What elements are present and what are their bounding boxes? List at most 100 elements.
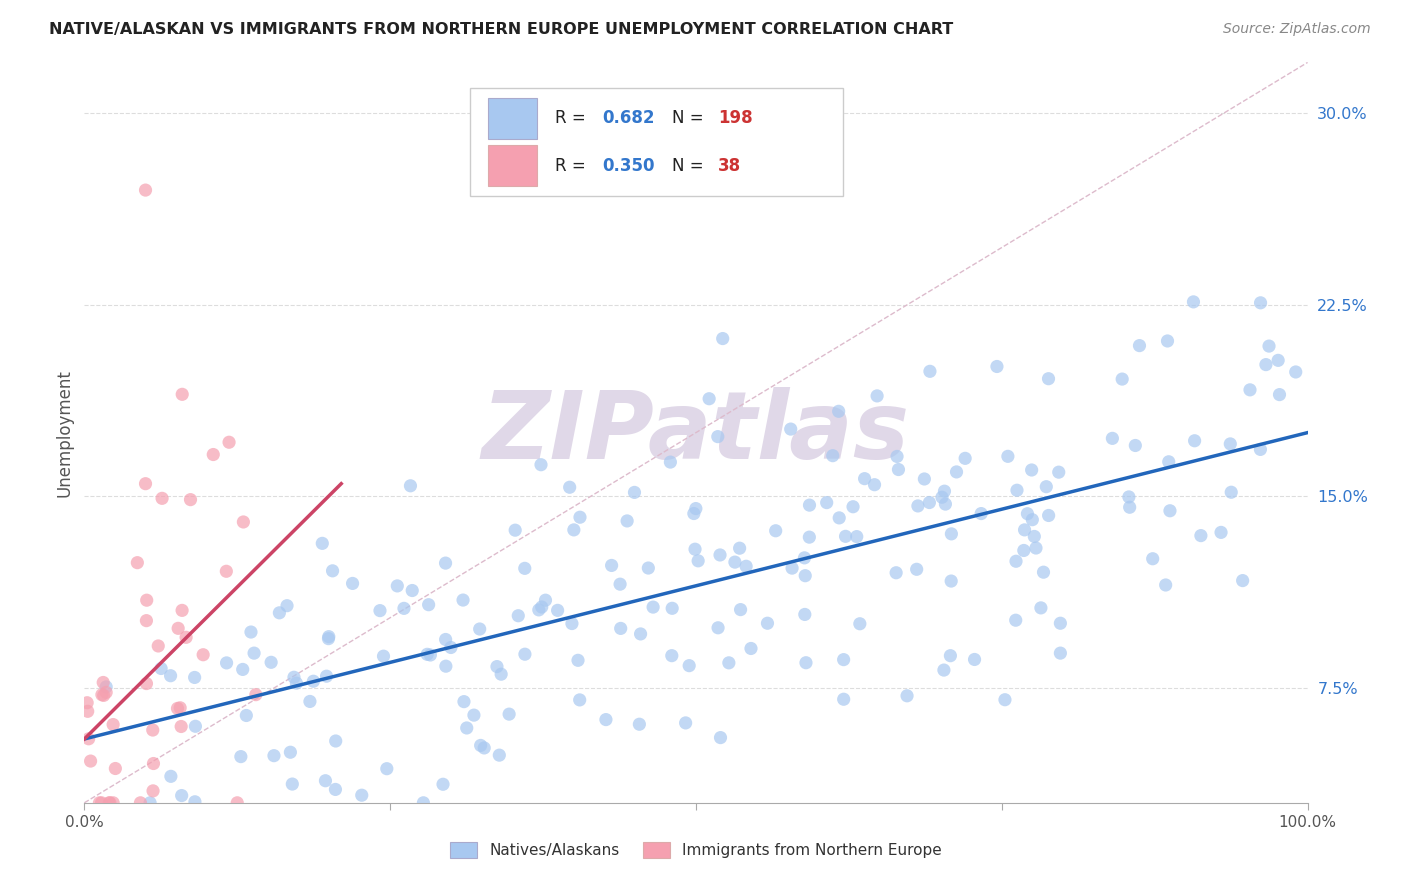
FancyBboxPatch shape [488, 98, 537, 139]
Point [98, 796, 121, 810]
Point [569, 510, 592, 524]
Point [1156, 334, 1178, 348]
Point [285, 676, 308, 690]
Point [709, 731, 731, 745]
Point [953, 451, 976, 466]
Point [418, 598, 440, 612]
Point [643, 600, 665, 615]
Point [1239, 383, 1261, 397]
Point [568, 693, 591, 707]
Point [129, 796, 152, 810]
Point [567, 653, 589, 667]
Point [628, 717, 651, 731]
Point [226, 796, 249, 810]
Point [1189, 528, 1212, 542]
Point [174, 630, 197, 644]
Point [600, 558, 623, 573]
Point [697, 392, 720, 406]
Text: Source: ZipAtlas.com: Source: ZipAtlas.com [1223, 22, 1371, 37]
Point [101, 796, 124, 810]
Point [945, 465, 967, 479]
Point [172, 603, 194, 617]
Point [887, 462, 910, 476]
Point [215, 656, 238, 670]
Text: R =: R = [555, 157, 592, 175]
Point [616, 514, 638, 528]
Point [135, 676, 157, 690]
Point [1005, 483, 1028, 498]
Point [368, 604, 391, 618]
Point [1219, 437, 1241, 451]
Point [160, 769, 183, 783]
Point [740, 641, 762, 656]
Point [1142, 551, 1164, 566]
Point [707, 429, 730, 443]
Legend: Natives/Alaskans, Immigrants from Northern Europe: Natives/Alaskans, Immigrants from Northe… [450, 842, 942, 858]
Point [1254, 358, 1277, 372]
FancyBboxPatch shape [470, 88, 842, 195]
Point [298, 694, 321, 708]
Point [986, 359, 1008, 374]
Text: ZIPatlas: ZIPatlas [482, 386, 910, 479]
Point [166, 701, 188, 715]
Point [659, 455, 682, 469]
Point [1285, 365, 1308, 379]
Point [1035, 480, 1057, 494]
Point [342, 576, 364, 591]
Point [184, 795, 207, 809]
Point [183, 670, 205, 684]
Point [243, 646, 266, 660]
Point [440, 640, 463, 655]
Point [451, 593, 474, 607]
Point [489, 667, 512, 681]
Point [1159, 504, 1181, 518]
Point [905, 562, 928, 576]
Point [399, 479, 422, 493]
Point [932, 663, 955, 677]
Point [485, 659, 508, 673]
Point [401, 583, 423, 598]
Point [472, 740, 495, 755]
Point [609, 577, 631, 591]
Point [1017, 507, 1039, 521]
Point [1021, 513, 1043, 527]
Point [142, 756, 165, 771]
Point [318, 632, 340, 646]
Point [150, 491, 173, 506]
Point [1220, 485, 1243, 500]
Point [849, 616, 872, 631]
Point [1118, 500, 1140, 515]
Point [1049, 616, 1071, 631]
Point [215, 564, 238, 578]
Y-axis label: Unemployment: Unemployment [55, 368, 73, 497]
Point [412, 796, 434, 810]
Point [730, 602, 752, 616]
Point [661, 648, 683, 663]
Point [315, 669, 337, 683]
Point [728, 541, 751, 556]
Point [1268, 387, 1291, 401]
Point [1049, 646, 1071, 660]
Point [765, 524, 787, 538]
Point [148, 639, 170, 653]
Point [1038, 372, 1060, 386]
Point [562, 523, 585, 537]
Point [456, 721, 478, 735]
Point [280, 745, 302, 759]
Point [793, 550, 815, 565]
Point [373, 649, 395, 664]
Point [637, 561, 659, 575]
Point [135, 614, 157, 628]
Point [150, 661, 173, 675]
Point [1182, 294, 1205, 309]
Point [218, 435, 240, 450]
Point [711, 332, 734, 346]
Point [453, 695, 475, 709]
Point [884, 566, 907, 580]
Point [229, 749, 252, 764]
Point [1004, 613, 1026, 627]
Point [793, 607, 815, 622]
Point [1024, 529, 1046, 543]
Point [1111, 372, 1133, 386]
Point [709, 548, 731, 562]
